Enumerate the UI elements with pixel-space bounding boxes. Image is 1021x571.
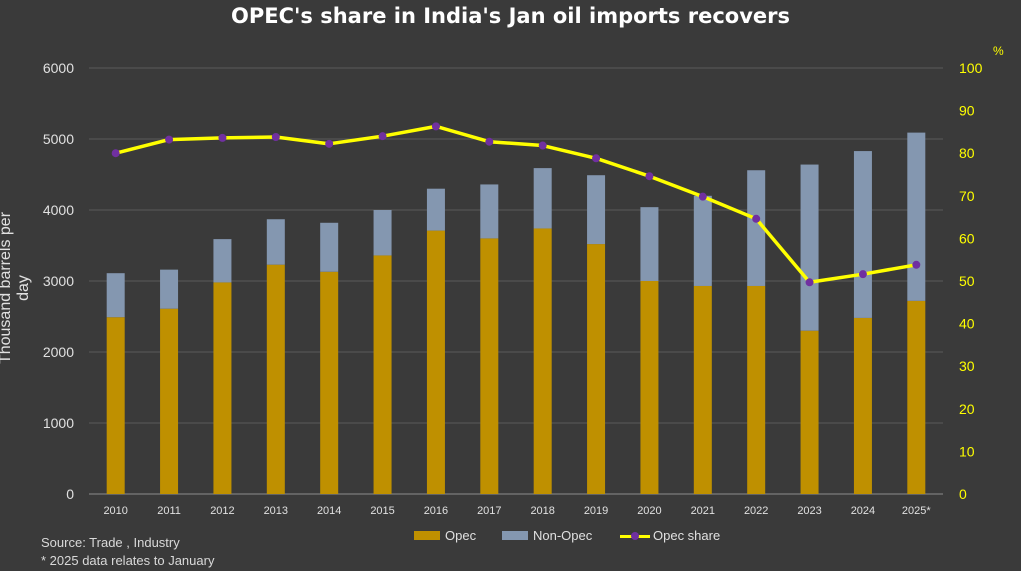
legend-item-non-opec: Non-Opec	[502, 528, 592, 543]
x-tick-label: 2025*	[902, 505, 931, 517]
x-tick-label: 2024	[851, 505, 875, 517]
y-tick-label: 3000	[43, 273, 74, 289]
bar-non-opec	[587, 175, 606, 245]
bar-non-opec	[693, 195, 712, 286]
footnote-2025: * 2025 data relates to January	[41, 553, 215, 568]
point-opec-share	[271, 133, 280, 142]
legend-item-opec: Opec	[414, 528, 476, 543]
y-tick-label: 6000	[43, 60, 74, 76]
bar-non-opec	[160, 269, 179, 309]
x-tick-label: 2017	[477, 505, 501, 517]
point-opec-share	[858, 270, 867, 279]
bar-opec	[213, 282, 232, 494]
point-opec-share	[698, 192, 707, 201]
line-opec-share	[115, 124, 917, 285]
legend: Opec Non-Opec Opec share	[0, 528, 1021, 546]
bar-opec	[160, 308, 179, 494]
bar-opec	[533, 228, 552, 494]
point-opec-share	[538, 141, 547, 150]
bar-non-opec	[266, 219, 285, 265]
y-axis-label: Thousand barrels per day	[0, 211, 32, 365]
y-tick-label: 0	[66, 486, 74, 502]
bar-non-opec	[106, 273, 125, 318]
bar-opec	[320, 271, 339, 494]
bar-opec	[640, 281, 659, 494]
x-tick-label: 2012	[210, 505, 234, 517]
point-opec-share	[912, 260, 921, 269]
legend-swatch-non-opec	[502, 531, 528, 540]
bar-non-opec	[373, 210, 392, 256]
y2-tick-label: 70	[959, 188, 975, 204]
legend-item-opec-share: Opec share	[620, 528, 720, 543]
bar-non-opec	[213, 239, 232, 283]
y2-tick-label: 80	[959, 145, 975, 161]
bar-opec	[853, 317, 872, 494]
bar-opec	[693, 285, 712, 494]
bar-opec	[800, 330, 819, 494]
bar-opec	[106, 317, 125, 494]
bar-opec	[480, 238, 499, 494]
y2-tick-label: 100	[959, 60, 983, 76]
y2-tick-label: 90	[959, 103, 975, 119]
bar-opec	[747, 285, 766, 494]
point-opec-share	[111, 149, 120, 158]
x-tick-label: 2010	[103, 505, 127, 517]
y2-tick-label: 10	[959, 443, 975, 459]
point-opec-share	[485, 137, 494, 146]
legend-label-opec: Opec	[445, 528, 477, 543]
x-tick-label: 2022	[744, 505, 768, 517]
y2-tick-label: 40	[959, 316, 975, 332]
bar-non-opec	[907, 132, 926, 301]
x-tick-label: 2011	[157, 505, 181, 517]
point-opec-share	[805, 278, 814, 287]
bar-opec	[266, 264, 285, 494]
legend-swatch-opec	[414, 531, 440, 540]
y-tick-label: 2000	[43, 344, 74, 360]
y2-tick-label: 60	[959, 230, 975, 246]
bar-non-opec	[480, 184, 499, 239]
legend-label-opec-share: Opec share	[653, 528, 721, 543]
x-tick-label: 2023	[797, 505, 821, 517]
x-tick-label: 2021	[691, 505, 715, 517]
bar-non-opec	[800, 164, 819, 331]
y2-tick-label: 0	[959, 486, 967, 502]
x-tick-label: 2018	[530, 505, 554, 517]
x-tick-label: 2020	[637, 505, 661, 517]
bar-non-opec	[320, 222, 339, 272]
x-tick-label: 2015	[370, 505, 394, 517]
chart-title: OPEC's share in India's Jan oil imports …	[230, 4, 791, 28]
y-tick-label: 4000	[43, 202, 74, 218]
x-tick-label: 2013	[264, 505, 288, 517]
x-tick-label: 2019	[584, 505, 608, 517]
y2-tick-label: 30	[959, 358, 975, 374]
bar-non-opec	[426, 188, 445, 231]
legend-label-non-opec: Non-Opec	[533, 528, 593, 543]
point-opec-share	[645, 172, 654, 181]
y-tick-label: 1000	[43, 415, 74, 431]
point-opec-share	[431, 122, 440, 131]
x-tick-label: 2014	[317, 505, 341, 517]
bar-non-opec	[853, 151, 872, 318]
y2-tick-label: 20	[959, 401, 975, 417]
source-note: Source: Trade , Industry	[41, 535, 180, 550]
bar-opec	[907, 300, 926, 494]
y2-axis-unit: %	[993, 44, 1004, 58]
point-opec-share	[165, 135, 174, 144]
point-opec-share	[218, 133, 227, 142]
point-opec-share	[325, 139, 334, 148]
point-opec-share	[752, 214, 761, 223]
x-tick-label: 2016	[424, 505, 448, 517]
point-opec-share	[592, 154, 601, 163]
legend-swatch-opec-share	[620, 531, 650, 541]
bar-non-opec	[747, 170, 766, 286]
bar-opec	[587, 244, 606, 494]
y-tick-label: 5000	[43, 131, 74, 147]
bar-non-opec	[533, 168, 552, 229]
bar-opec	[426, 230, 445, 494]
bar-non-opec	[640, 207, 659, 281]
bar-opec	[373, 255, 392, 494]
y2-tick-label: 50	[959, 273, 975, 289]
point-opec-share	[378, 132, 387, 141]
